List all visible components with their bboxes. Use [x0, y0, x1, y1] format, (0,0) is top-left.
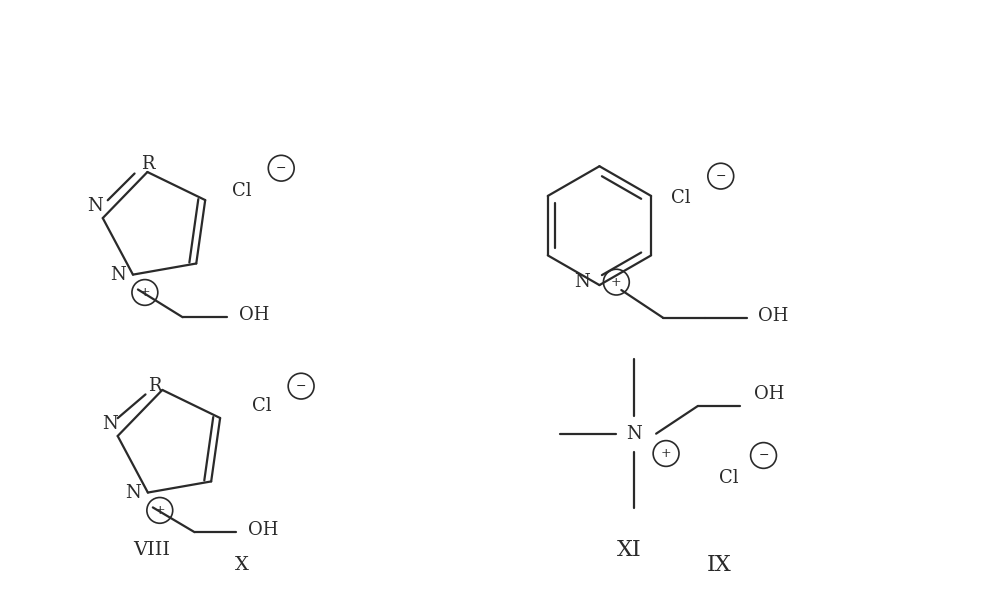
- Text: Cl: Cl: [232, 182, 251, 200]
- Text: R: R: [148, 378, 161, 395]
- Text: OH: OH: [239, 306, 269, 325]
- Text: R: R: [141, 155, 154, 173]
- Text: Cl: Cl: [252, 397, 271, 415]
- Text: VIII: VIII: [133, 540, 170, 559]
- Text: N: N: [110, 266, 126, 284]
- Text: N: N: [87, 197, 103, 215]
- Text: +: +: [154, 504, 165, 517]
- Text: OH: OH: [754, 385, 785, 403]
- Text: OH: OH: [248, 521, 278, 539]
- Text: IX: IX: [706, 555, 731, 576]
- Text: N: N: [125, 484, 141, 502]
- Text: +: +: [661, 447, 671, 460]
- Text: −: −: [296, 379, 306, 392]
- Text: N: N: [102, 415, 118, 433]
- Text: X: X: [235, 556, 248, 575]
- Text: −: −: [716, 170, 726, 183]
- Text: N: N: [574, 273, 589, 291]
- Text: XI: XI: [617, 539, 642, 560]
- Text: +: +: [140, 286, 150, 299]
- Text: −: −: [276, 162, 286, 175]
- Text: N: N: [626, 425, 642, 442]
- Text: −: −: [758, 449, 769, 462]
- Text: +: +: [611, 276, 622, 289]
- Text: Cl: Cl: [671, 189, 691, 207]
- Text: Cl: Cl: [719, 469, 739, 487]
- Text: OH: OH: [758, 307, 789, 325]
